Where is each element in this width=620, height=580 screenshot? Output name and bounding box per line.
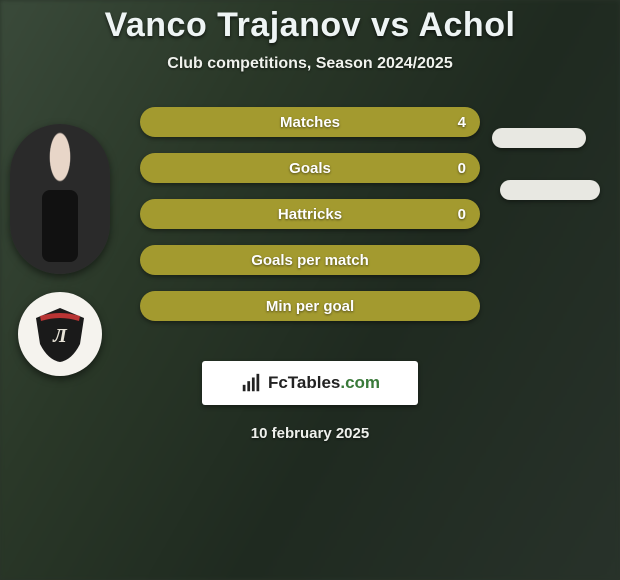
subtitle: Club competitions, Season 2024/2025: [0, 55, 620, 73]
shield-icon: Л: [30, 304, 90, 364]
stat-label: Goals: [140, 153, 480, 183]
stat-value-left: 4: [458, 107, 466, 137]
stat-label: Goals per match: [140, 245, 480, 275]
branding-badge[interactable]: FcTables.com: [202, 361, 418, 405]
stat-label: Hattricks: [140, 199, 480, 229]
stat-row: Hattricks0: [140, 199, 480, 229]
branding-text: FcTables.com: [268, 373, 380, 393]
branding-tld: .com: [340, 373, 380, 392]
stat-label: Min per goal: [140, 291, 480, 321]
comparison-card: Vanco Trajanov vs Achol Club competition…: [0, 0, 620, 442]
player-left-photo: [10, 124, 110, 274]
stat-label: Matches: [140, 107, 480, 137]
player-left-club-badge: Л: [18, 292, 102, 376]
branding-name: FcTables: [268, 373, 340, 392]
stat-row: Goals per match: [140, 245, 480, 275]
page-title: Vanco Trajanov vs Achol: [0, 6, 620, 45]
stat-value-left: 0: [458, 199, 466, 229]
stat-row: Matches4: [140, 107, 480, 137]
player-left-column: Л: [10, 124, 110, 376]
bar-chart-icon: [240, 372, 262, 394]
stat-value-left: 0: [458, 153, 466, 183]
svg-text:Л: Л: [52, 325, 68, 347]
stats-bars: Matches4Goals0Hattricks0Goals per matchM…: [140, 107, 480, 321]
stat-row: Goals0: [140, 153, 480, 183]
date-label: 10 february 2025: [0, 425, 620, 442]
stat-row: Min per goal: [140, 291, 480, 321]
